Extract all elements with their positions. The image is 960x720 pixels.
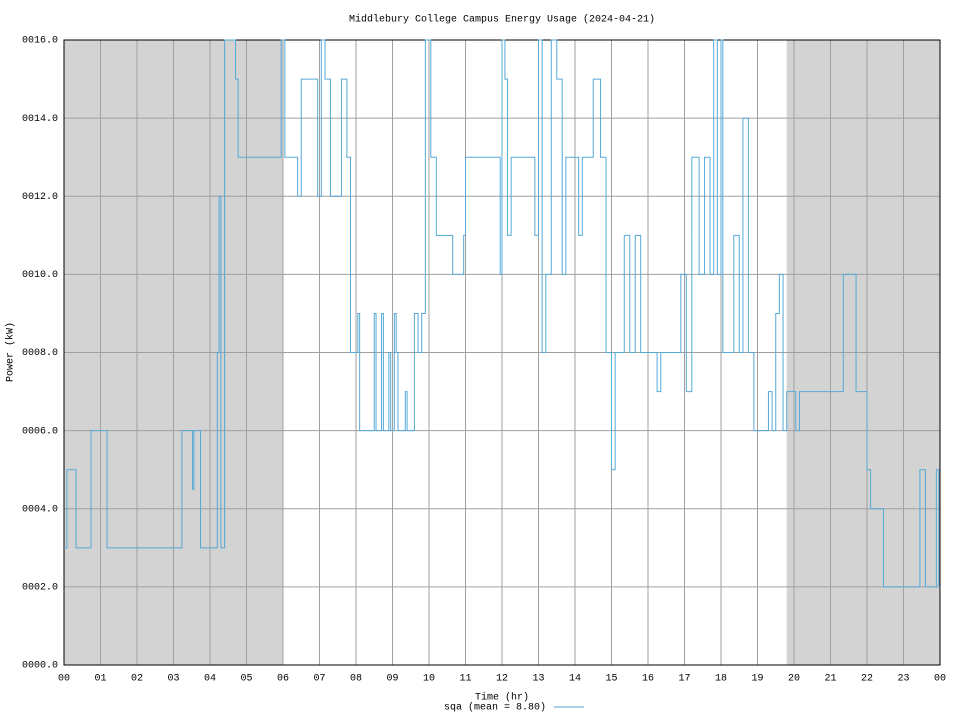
data-line: [64, 39, 940, 588]
x-tick-label: 23: [897, 674, 909, 685]
x-tick-label: 21: [824, 674, 836, 685]
x-tick-label: 08: [350, 674, 362, 685]
y-tick-label: 0014.0: [22, 114, 58, 125]
x-tick-label: 09: [386, 674, 398, 685]
x-tick-label: 11: [459, 674, 471, 685]
y-tick-label: 0016.0: [22, 36, 58, 47]
x-axis-label: Time (hr): [475, 692, 529, 704]
x-tick-label: 06: [277, 674, 289, 685]
y-tick-label: 0006.0: [22, 426, 58, 437]
x-tick-label: 13: [532, 674, 544, 685]
y-tick-label: 0010.0: [22, 270, 58, 281]
y-tick-label: 0012.0: [22, 192, 58, 203]
x-tick-label: 01: [94, 674, 106, 685]
y-tick-label: 0008.0: [22, 348, 58, 359]
x-tick-label: 20: [788, 674, 800, 685]
x-tick-label: 07: [313, 674, 325, 685]
x-tick-label: 04: [204, 674, 216, 685]
x-tick-label: 00: [934, 674, 946, 685]
y-tick-label: 0000.0: [22, 661, 58, 672]
y-tick-label: 0004.0: [22, 504, 58, 515]
x-tick-label: 19: [751, 674, 763, 685]
x-tick-label: 17: [678, 674, 690, 685]
y-axis-label: Power (kW): [5, 322, 17, 382]
x-tick-label: 05: [240, 674, 252, 685]
x-tick-label: 16: [642, 674, 654, 685]
legend-label: sqa (mean = 8.80): [444, 702, 546, 714]
x-tick-label: 00: [58, 674, 70, 685]
x-tick-label: 15: [605, 674, 617, 685]
x-tick-label: 10: [423, 674, 435, 685]
x-tick-label: 22: [861, 674, 873, 685]
y-tick-label: 0002.0: [22, 583, 58, 594]
x-tick-label: 14: [569, 674, 581, 685]
x-tick-label: 02: [131, 674, 143, 685]
x-tick-label: 03: [167, 674, 179, 685]
x-tick-label: 18: [715, 674, 727, 685]
x-tick-label: 12: [496, 674, 508, 685]
chart-title: Middlebury College Campus Energy Usage (…: [349, 14, 655, 26]
